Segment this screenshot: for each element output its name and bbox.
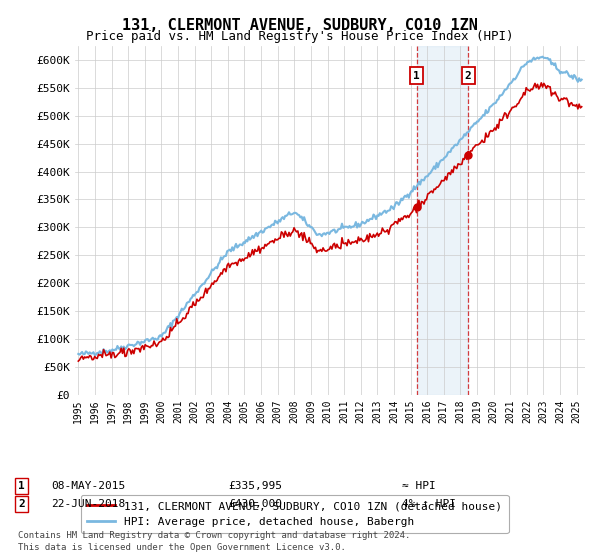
Text: Contains HM Land Registry data © Crown copyright and database right 2024.: Contains HM Land Registry data © Crown c… [18, 531, 410, 540]
Text: Price paid vs. HM Land Registry's House Price Index (HPI): Price paid vs. HM Land Registry's House … [86, 30, 514, 43]
Text: ≈ HPI: ≈ HPI [402, 481, 436, 491]
Text: This data is licensed under the Open Government Licence v3.0.: This data is licensed under the Open Gov… [18, 543, 346, 552]
Text: 131, CLERMONT AVENUE, SUDBURY, CO10 1ZN: 131, CLERMONT AVENUE, SUDBURY, CO10 1ZN [122, 18, 478, 33]
Text: 4% ↑ HPI: 4% ↑ HPI [402, 499, 456, 509]
Text: £430,000: £430,000 [228, 499, 282, 509]
Text: 2: 2 [18, 499, 25, 509]
Bar [416, 46, 468, 395]
Text: 1: 1 [18, 481, 25, 491]
Text: 08-MAY-2015: 08-MAY-2015 [51, 481, 125, 491]
Text: 2: 2 [465, 71, 472, 81]
Text: 1: 1 [413, 71, 420, 81]
Legend: 131, CLERMONT AVENUE, SUDBURY, CO10 1ZN (detached house), HPI: Average price, de: 131, CLERMONT AVENUE, SUDBURY, CO10 1ZN … [80, 494, 509, 534]
Text: 22-JUN-2018: 22-JUN-2018 [51, 499, 125, 509]
Text: £335,995: £335,995 [228, 481, 282, 491]
